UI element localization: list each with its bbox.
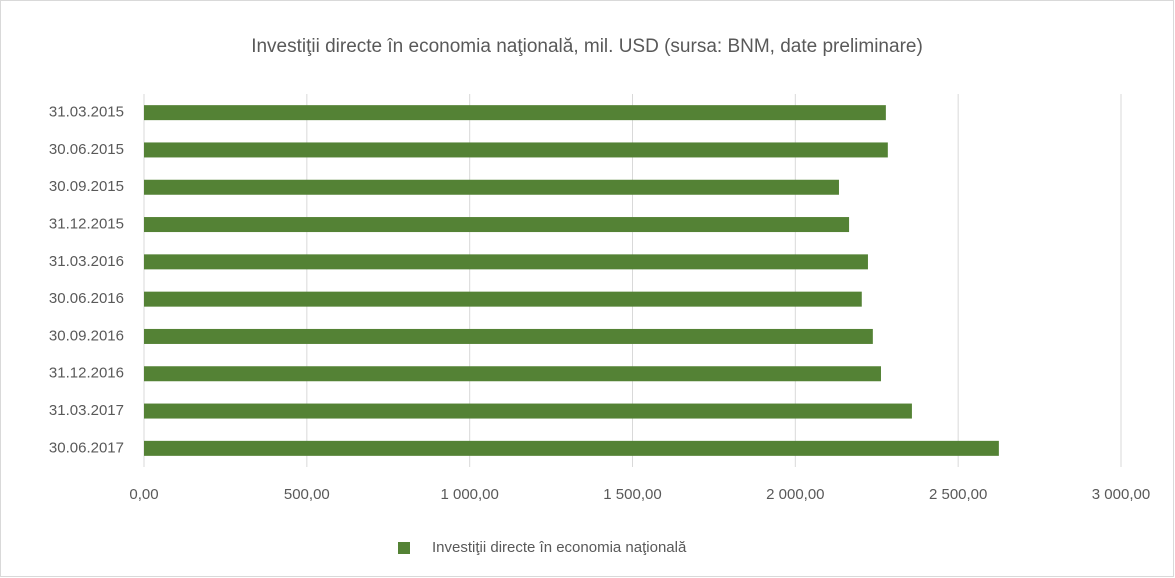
bar — [144, 366, 881, 382]
y-tick-label: 31.03.2016 — [49, 253, 124, 270]
y-tick-label: 31.03.2015 — [49, 104, 124, 121]
bar — [144, 179, 839, 195]
y-tick-label: 30.09.2016 — [49, 327, 124, 344]
y-tick-label: 31.03.2017 — [49, 402, 124, 419]
y-tick-label: 30.09.2015 — [49, 178, 124, 195]
x-tick-label: 1 500,00 — [603, 486, 661, 503]
bar — [144, 105, 886, 121]
y-tick-label: 30.06.2017 — [49, 439, 124, 456]
y-tick-label: 31.12.2015 — [49, 216, 124, 233]
x-tick-label: 3 000,00 — [1092, 486, 1150, 503]
y-tick-label: 30.06.2016 — [49, 290, 124, 307]
bar — [144, 291, 862, 307]
bar — [144, 142, 888, 158]
legend-swatch — [398, 542, 410, 554]
bar — [144, 403, 912, 419]
chart-title: Investiţii directe în economia naţională… — [251, 36, 923, 57]
bar — [144, 254, 868, 270]
bar — [144, 328, 873, 344]
bar — [144, 440, 999, 456]
bar — [144, 217, 850, 233]
y-tick-label: 30.06.2015 — [49, 141, 124, 158]
x-tick-label: 2 500,00 — [929, 486, 987, 503]
x-tick-label: 500,00 — [284, 486, 330, 503]
y-tick-label: 31.12.2016 — [49, 365, 124, 382]
x-tick-label: 0,00 — [129, 486, 158, 503]
x-tick-label: 2 000,00 — [766, 486, 824, 503]
x-tick-label: 1 000,00 — [440, 486, 498, 503]
legend-label: Investiţii directe în economia naţională — [432, 539, 687, 556]
